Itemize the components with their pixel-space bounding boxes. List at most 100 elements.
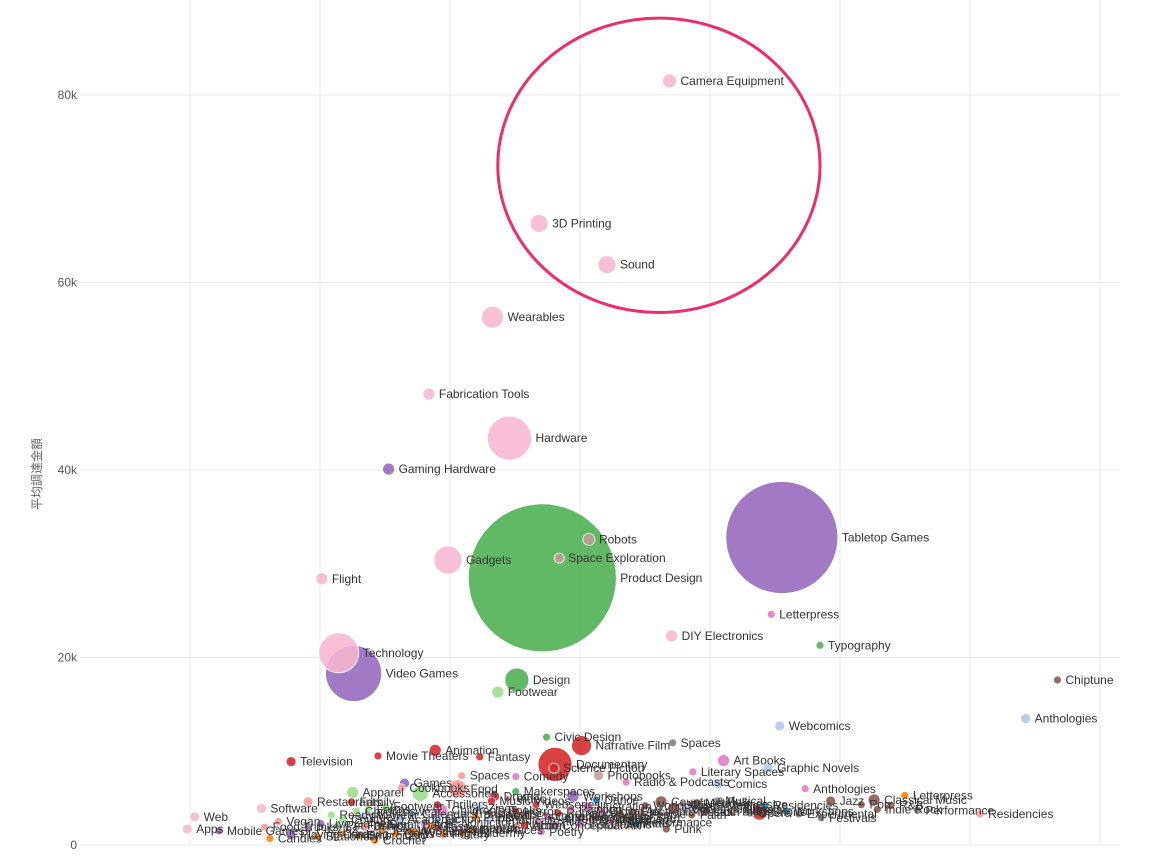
bubble-label: Thrillers	[445, 798, 488, 812]
bubble	[553, 808, 563, 818]
bubble-label: Literary Journals	[693, 802, 782, 816]
bubble	[411, 785, 429, 802]
bubble-label: Webcomics	[789, 719, 851, 733]
y-tick-label: 40k	[58, 463, 78, 477]
bubble	[900, 790, 910, 800]
bubble-label: Cookbooks	[409, 781, 469, 795]
bubble-label: Video Art	[590, 810, 639, 824]
bubble-label: Academic	[407, 813, 460, 827]
bubble	[381, 802, 390, 811]
bubble-label: Vegan	[286, 815, 320, 829]
bubble	[354, 831, 364, 841]
bubble-label: Crochet	[383, 833, 426, 847]
bubble	[487, 415, 532, 461]
bubble-label: Journalism	[462, 822, 520, 836]
bubble	[577, 812, 586, 822]
bubble	[433, 545, 463, 575]
bubble	[615, 819, 625, 828]
bubble	[285, 756, 297, 767]
bubble-label: Knitting	[349, 827, 389, 841]
bubble	[867, 793, 881, 807]
bubble	[597, 255, 617, 275]
bubble-label: Pop	[869, 798, 891, 812]
bubble	[181, 823, 193, 835]
bubble-label: Children's Books	[452, 803, 542, 817]
bubble-label: Camera Equipment	[681, 74, 785, 88]
bubble-label: Workshops	[583, 789, 643, 803]
bubble	[606, 816, 616, 826]
bubble-label: Periodicals	[497, 814, 556, 828]
bubble	[815, 640, 825, 650]
bubble-label: Classical Music	[884, 793, 967, 807]
bubble	[467, 825, 477, 835]
bubble-label: Pet Fashion	[346, 818, 410, 832]
bubble	[519, 820, 529, 830]
bubble-label: Couture	[351, 813, 394, 827]
bubble-label: Fabrication Tools	[439, 387, 530, 401]
bubble-label: Nonfiction	[461, 816, 514, 830]
bubble	[688, 767, 698, 777]
bubble-label: Calendars	[422, 807, 477, 821]
bubble-label: Experimental	[807, 807, 877, 821]
bubble	[553, 552, 565, 564]
bubble	[333, 820, 343, 830]
bubble-label: Narrative Film	[596, 739, 671, 753]
bubble	[825, 795, 837, 807]
bubble-label: Poetry	[549, 825, 584, 839]
bubble	[886, 801, 896, 811]
bubble	[214, 826, 224, 836]
bubble	[800, 784, 810, 794]
bubble-label: Music Videos	[499, 794, 570, 808]
bubble	[265, 834, 275, 843]
bubble-label: Tabletop Games	[842, 531, 929, 545]
bubble-label: Restaurants	[317, 795, 382, 809]
bubble	[543, 812, 552, 822]
highlight-ellipse-layer	[496, 16, 822, 314]
bubble	[471, 812, 480, 822]
bubble	[255, 803, 267, 814]
bubble	[457, 771, 467, 781]
bubble	[856, 800, 866, 810]
bubble	[593, 770, 604, 782]
bubble-label: Chiptune	[1065, 673, 1113, 687]
bubble-label: Sound	[620, 258, 655, 272]
bubble-label: Design	[533, 673, 570, 687]
bubble	[382, 462, 396, 476]
bubble	[774, 720, 786, 732]
bubble	[460, 809, 470, 819]
bubble	[475, 804, 485, 813]
bubble-label: R&B	[899, 799, 924, 813]
bubble	[654, 795, 668, 809]
bubble-label: Farms	[376, 802, 410, 816]
bubble-label: Mixed Media	[691, 799, 759, 813]
bubble-label: Metal	[705, 796, 734, 810]
bubble-label: Animals	[628, 816, 671, 830]
bubble-label: Gaming Hardware	[399, 462, 497, 476]
bubble	[511, 772, 521, 781]
bubble	[794, 809, 804, 819]
bubble-label: Flight	[332, 572, 362, 586]
bubble	[338, 815, 348, 825]
bubble-label: Documentary	[576, 757, 647, 771]
bubbles	[181, 73, 1062, 845]
bubble	[475, 752, 485, 762]
y-axis-title: 平均調達金額	[29, 438, 44, 510]
bubble	[439, 830, 449, 840]
bubble	[484, 816, 494, 826]
highlight-ellipse	[496, 16, 822, 314]
bubble	[720, 800, 730, 810]
bubble-label: Fiction	[445, 812, 480, 826]
bubble	[816, 813, 826, 823]
bubble-label: Ceramics	[556, 810, 607, 824]
bubble-label: Experimental	[445, 821, 515, 835]
bubble-label: Dance	[604, 793, 639, 807]
bubble-label: Opera	[758, 806, 792, 820]
bubble-label: Translations	[473, 807, 538, 821]
bubble	[260, 822, 269, 832]
bubble-label: Small Batch	[389, 817, 453, 831]
bubble-label: Punk	[674, 822, 702, 836]
bubble-label: Robots	[599, 532, 637, 546]
bubble	[731, 804, 741, 814]
bubble-label: Art	[433, 817, 449, 831]
bubble	[422, 387, 436, 401]
